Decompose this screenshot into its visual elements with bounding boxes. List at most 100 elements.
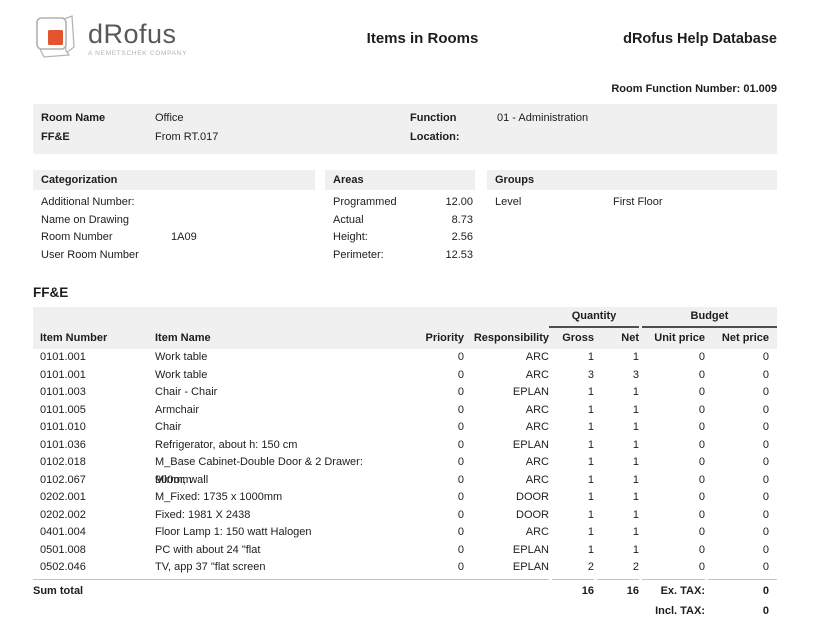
areas-row: Programmed 12.00	[325, 194, 475, 212]
net-price-cell: 0	[762, 351, 769, 363]
net-cell: 1	[632, 508, 639, 521]
net-price-cell: 0	[762, 438, 769, 451]
net-price-cell: 0	[762, 403, 769, 416]
priority-cell: 0	[457, 386, 464, 398]
item-name-cell: Work table	[155, 351, 208, 363]
item-number-cell: 0101.001	[40, 368, 86, 381]
groups-section: Groups Level First Floor	[487, 170, 777, 264]
room-function-number: Room Function Number: 01.009	[611, 83, 777, 95]
incl-tax-label: Incl. TAX:	[655, 604, 705, 617]
col-header-priority: Priority	[425, 332, 464, 344]
areas-row-label: Actual	[333, 213, 364, 226]
unit-price-cell: 0	[698, 508, 705, 521]
categorization-row-label: Room Number	[41, 231, 113, 243]
groups-row-label: Level	[495, 196, 522, 208]
col-header-unit-price: Unit price	[654, 332, 705, 344]
unit-price-cell: 0	[698, 543, 705, 556]
report-title: Items in Rooms	[366, 30, 479, 47]
ex-tax-label: Ex. TAX:	[642, 578, 705, 601]
table-row: 0101.010 Chair 0 ARC 1 1 0 0	[33, 419, 777, 437]
areas-row-value: 12.53	[445, 248, 473, 261]
unit-price-cell: 0	[698, 473, 705, 486]
gross-cell: 1	[587, 421, 594, 433]
priority-cell: 0	[457, 368, 464, 381]
net-cell: 1	[632, 491, 639, 503]
groups-body: Level First Floor	[487, 190, 777, 212]
report-page: dRofus A NEMETSCHEK COMPANY Items in Roo…	[33, 0, 777, 617]
priority-cell: 0	[457, 508, 464, 521]
areas-row: Actual 8.73	[325, 212, 475, 230]
unit-price-cell: 0	[698, 561, 705, 573]
table-row: 0202.002 Fixed: 1981 X 2438 0 DOOR 1 1 0…	[33, 507, 777, 525]
net-cell: 1	[632, 421, 639, 433]
function-location-label: Function Location:	[410, 112, 460, 143]
ffe-source-value: From RT.017	[155, 131, 219, 143]
categorization-row-label: User Room Number	[41, 248, 139, 261]
item-name-cell: Refrigerator, about h: 150 cm	[155, 438, 298, 451]
item-name-cell: Fixed: 1981 X 2438	[155, 508, 251, 521]
database-title: dRofus Help Database	[623, 31, 777, 47]
responsibility-cell: ARC	[525, 526, 549, 538]
responsibility-cell: DOOR	[516, 508, 549, 521]
net-cell: 1	[632, 438, 639, 451]
categorization-row-label: Additional Number:	[41, 196, 135, 208]
net-price-cell: 0	[762, 456, 769, 468]
unit-price-cell: 0	[698, 456, 705, 468]
item-number-cell: 0202.002	[40, 508, 86, 521]
drofus-logo: dRofus A NEMETSCHEK COMPANY	[33, 12, 273, 63]
unit-price-cell: 0	[698, 421, 705, 433]
categorization-row: Room Number 1A09	[33, 229, 315, 247]
net-price-cell: 0	[762, 543, 769, 556]
net-cell: 1	[632, 473, 639, 486]
report-header: dRofus A NEMETSCHEK COMPANY Items in Roo…	[33, 12, 777, 63]
item-name-cell: Floor Lamp 1: 150 watt Halogen	[155, 526, 312, 538]
item-name-cell: Chair - Chair	[155, 386, 218, 398]
table-row: 0101.005 Armchair 0 ARC 1 1 0 0	[33, 402, 777, 420]
function-location-value: 01 - Administration	[497, 112, 589, 124]
table-row: 0102.067 Mirror, wall 0 ARC 1 1 0 0	[33, 472, 777, 490]
table-row: 0101.001 Work table 0 ARC 1 1 0 0	[33, 349, 777, 367]
logo-brand-text: dRofus	[88, 18, 177, 49]
unit-price-cell: 0	[698, 491, 705, 503]
item-number-cell: 0501.008	[40, 543, 86, 556]
categorization-body: Additional Number: Name on Drawing Room …	[33, 190, 315, 264]
table-body: 0101.001 Work table 0 ARC 1 1 0 0 0101.0…	[33, 349, 777, 577]
table-row: 0401.004 Floor Lamp 1: 150 watt Halogen …	[33, 524, 777, 542]
categorization-row-value: 1A09	[171, 231, 197, 243]
logo-tagline-text: A NEMETSCHEK COMPANY	[88, 49, 188, 57]
gross-cell: 1	[587, 403, 594, 416]
responsibility-cell: ARC	[525, 421, 549, 433]
item-name-cell: Work table	[155, 368, 208, 381]
net-cell: 1	[632, 351, 639, 363]
room-info-band: Room Name Office Function Location: 01 -…	[33, 104, 777, 154]
net-price-cell: 0	[762, 421, 769, 433]
net-price-cell: 0	[762, 526, 769, 538]
categorization-header: Categorization	[33, 170, 315, 190]
areas-row-value: 12.00	[445, 196, 473, 208]
item-number-cell: 0101.003	[40, 386, 86, 398]
categorization-row: User Room Number	[33, 247, 315, 265]
quantity-group-header: Quantity	[549, 309, 639, 328]
responsibility-cell: ARC	[525, 456, 549, 468]
budget-group-header: Budget	[642, 309, 777, 328]
table-row: 0101.036 Refrigerator, about h: 150 cm 0…	[33, 437, 777, 455]
col-header-responsibility: Responsibility	[473, 332, 549, 344]
unit-price-cell: 0	[698, 438, 705, 451]
responsibility-cell: ARC	[525, 351, 549, 363]
item-number-cell: 0102.067	[40, 473, 86, 486]
priority-cell: 0	[457, 473, 464, 486]
item-number-cell: 0502.046	[40, 561, 86, 573]
ffe-items-table: Quantity Budget Item Number Item Name Pr…	[33, 307, 777, 617]
net-cell: 1	[632, 543, 639, 556]
net-price-cell: 0	[762, 368, 769, 381]
gross-cell: 1	[587, 526, 594, 538]
areas-row-value: 8.73	[451, 213, 473, 226]
responsibility-cell: ARC	[525, 403, 549, 416]
incl-tax-row: Incl. TAX: 0	[33, 605, 777, 617]
item-number-cell: 0401.004	[40, 526, 86, 538]
responsibility-cell: ARC	[525, 473, 549, 486]
item-name-cell: Chair	[155, 421, 182, 433]
ex-tax-value: 0	[708, 578, 777, 601]
unit-price-cell: 0	[698, 526, 705, 538]
gross-cell: 1	[587, 351, 594, 363]
